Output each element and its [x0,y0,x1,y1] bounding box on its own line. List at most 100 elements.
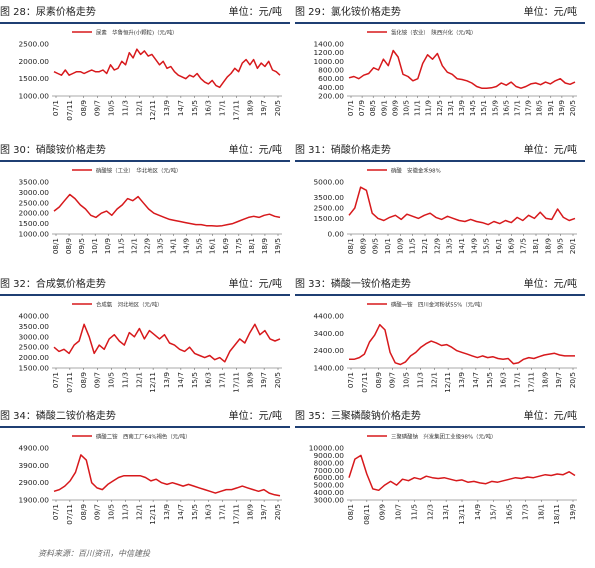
x-tick-label: 12/1 [420,238,429,254]
x-tick-label: 13/1 [441,504,450,520]
x-tick-label: 10/5 [402,372,411,388]
x-tick-label: 08/9 [358,238,367,255]
y-tick-label: 3000.00 [313,496,344,505]
x-tick-label: 13/9 [457,100,466,117]
chart-title: 图 34：磷酸二铵价格走势 [0,411,116,422]
y-tick-label: 1000.00 [313,57,344,66]
x-tick-label: 10/5 [107,504,116,520]
y-tick-label: 2000.00 [18,57,49,66]
x-tick-label: 14/7 [176,504,185,520]
x-tick-label: 07/11 [65,100,74,121]
legend-entry: 合成氨 河北地区（元/吨） [96,301,163,309]
header-rule [0,294,290,296]
x-tick-label: 18/1 [536,504,545,520]
y-tick-label: 3900.00 [18,461,49,470]
x-tick-label: 11/3 [415,372,424,388]
x-tick-label: 16/3 [204,100,213,116]
chart-panel-c34: 图 34：磷酸二铵价格走势 单位：元/吨磷酸二铵 西南工厂64%褐色（元/吨） 19… [0,408,290,538]
x-tick-label: 09/5 [77,238,86,254]
chart-panel-c33: 图 33：磷酸一铵价格走势 单位：元/吨 磷酸一铵 四川金河粉状55%（元/吨） 14… [295,276,585,406]
x-tick-label: 09/7 [93,100,102,116]
x-tick-label: 14/1 [457,238,466,254]
x-tick-label: 11/3 [120,372,129,388]
y-tick-label: 1500.00 [18,219,49,228]
x-tick-label: 17/9 [524,100,533,117]
x-tick-label: 20/5 [273,372,282,388]
x-tick-label: 08/9 [79,100,88,117]
x-tick-label: 15/9 [490,100,499,117]
header-rule [295,426,585,428]
legend-entry: 三聚磷酸钠 兴发集团工业级98%（元/吨） [391,433,496,441]
legend-entry: 硝酸铵（工业） 华北地区（元/吨） [96,167,181,175]
x-tick-label: 16/9 [506,238,515,255]
y-tick-label: 2500.00 [18,40,49,49]
x-tick-label: 19/7 [554,372,563,388]
x-tick-label: 10/7 [394,504,403,520]
chart-header: 图 32：合成氨价格走势 单位：元/吨 [0,276,290,294]
y-tick-label: 1200.00 [313,48,344,57]
x-tick-label: 17/11 [231,372,240,393]
legend-entry: 氯化铵（农业） 陕西兴化（元/吨） [391,29,476,37]
chart-header: 图 34：磷酸二铵价格走势 单位：元/吨 [0,408,290,426]
x-tick-label: 16/1 [494,238,503,254]
x-tick-label: 11/1 [413,100,422,116]
x-tick-label: 16/3 [204,504,213,520]
x-tick-label: 10/9 [103,238,112,255]
x-tick-label: 20/1 [568,238,577,254]
x-tick-label: 18/11 [552,504,561,525]
unit-label: 单位：元/吨 [523,279,577,290]
legend-entry: 磷酸二铵 西南工厂64%褐色（元/吨） [96,433,191,441]
chart-panel-c28: 图 28：尿素价格走势 单位：元/吨 尿素 华鲁恒升(小颗粒)（元/吨） 1000.0… [0,4,290,134]
y-tick-label: 3000.00 [18,188,49,197]
y-tick-label: 9000.00 [313,451,344,460]
x-tick-label: 12/11 [148,100,157,121]
x-tick-label: 16/5 [505,504,514,520]
x-tick-label: 08/1 [51,238,60,254]
x-tick-label: 07/1 [51,100,60,116]
x-tick-label: 13/9 [162,372,171,389]
y-tick-label: 4000.00 [313,488,344,497]
chart-panel-c31: 图 31：硝酸价格走势 单位：元/吨 硝酸 安徽金禾98% 0.00 1500.00 25… [295,142,585,272]
x-tick-label: 16/3 [204,372,213,388]
x-tick-label: 18/1 [247,238,256,254]
y-tick-label: 1900.00 [18,496,49,505]
x-tick-label: 12/1 [129,238,138,254]
x-tick-label: 12/1 [134,100,143,116]
chart-canvas: 尿素 华鲁恒升(小颗粒)（元/吨） 1000.00 1500.00 2000.00 25… [18,29,282,121]
x-tick-label: 15/7 [489,504,498,520]
y-tick-label: 10000.00 [309,444,345,453]
unit-label: 单位：元/吨 [523,7,577,18]
y-tick-label: 1500.00 [18,74,49,83]
x-tick-label: 17/1 [218,100,227,116]
x-tick-label: 10/1 [383,238,392,254]
x-tick-label: 07/1 [51,372,60,388]
header-rule [295,294,585,296]
x-tick-label: 17/1 [218,372,227,388]
y-tick-label: 800.00 [318,66,344,75]
x-tick-label: 11/3 [120,504,129,520]
x-tick-label: 11/5 [116,238,125,254]
x-tick-label: 19/7 [259,504,268,520]
x-tick-label: 20/5 [273,100,282,116]
chart-canvas: 三聚磷酸钠 兴发集团工业级98%（元/吨） 3000.004000.005000.… [309,433,577,525]
x-tick-label: 16/1 [208,238,217,254]
x-tick-label: 18/9 [540,372,549,389]
x-tick-label: 13/11 [457,504,466,525]
x-tick-label: 17/11 [526,372,535,393]
series-line [53,48,281,89]
header-rule [0,22,290,24]
chart-title: 图 28：尿素价格走势 [0,7,96,18]
x-tick-label: 07/11 [65,372,74,393]
unit-label: 单位：元/吨 [228,7,282,18]
x-tick-label: 14/9 [473,504,482,521]
x-tick-label: 14/7 [471,372,480,388]
series-line [348,454,576,492]
header-rule [0,160,290,162]
x-tick-label: 17/3 [520,504,529,520]
x-tick-label: 15/1 [479,100,488,116]
x-tick-label: 09/7 [388,372,397,388]
series-line [53,454,281,497]
x-tick-label: 14/9 [469,238,478,255]
y-tick-label: 4400.00 [313,312,344,321]
unit-label: 单位：元/吨 [228,411,282,422]
